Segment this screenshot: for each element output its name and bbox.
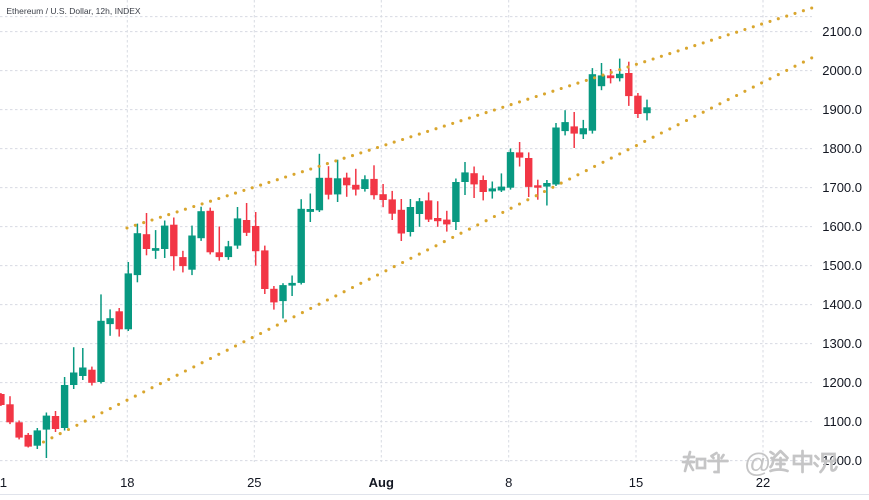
svg-text:15: 15 [629, 475, 643, 490]
svg-text:1300.0: 1300.0 [822, 336, 862, 351]
svg-text:@: @ [744, 448, 771, 478]
svg-text:11: 11 [0, 475, 7, 490]
svg-text:18: 18 [120, 475, 134, 490]
svg-text:1900.0: 1900.0 [822, 102, 862, 117]
svg-text:Aug: Aug [369, 475, 394, 490]
svg-text:1200.0: 1200.0 [822, 375, 862, 390]
svg-text:1100.0: 1100.0 [823, 414, 862, 429]
svg-text:1700.0: 1700.0 [822, 180, 862, 195]
svg-text:8: 8 [505, 475, 512, 490]
svg-text:1400.0: 1400.0 [822, 297, 862, 312]
svg-text:22: 22 [756, 475, 770, 490]
svg-text:2000.0: 2000.0 [822, 63, 862, 78]
svg-text:2100.0: 2100.0 [822, 24, 862, 39]
svg-text:1600.0: 1600.0 [822, 219, 862, 234]
svg-text:1500.0: 1500.0 [822, 258, 862, 273]
svg-text:1800.0: 1800.0 [822, 141, 862, 156]
svg-text:Ethereum / U.S. Dollar, 12h, I: Ethereum / U.S. Dollar, 12h, INDEX [6, 6, 140, 16]
svg-text:25: 25 [247, 475, 261, 490]
